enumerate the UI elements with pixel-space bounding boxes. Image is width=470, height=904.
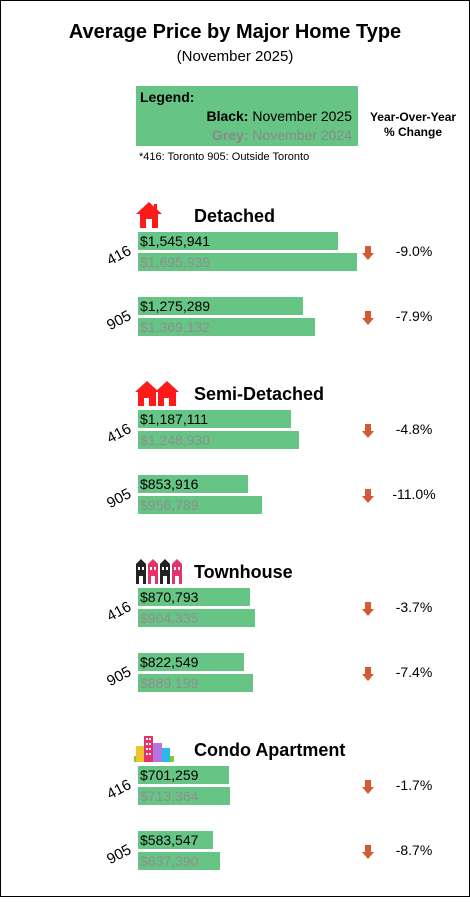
house-icon: [136, 202, 162, 228]
bar-current: $853,916: [138, 475, 248, 493]
region-label: 416: [104, 776, 135, 804]
bar-previous-label: $904,335: [140, 610, 199, 626]
bar-previous: $889,199: [138, 674, 253, 692]
section-title: Townhouse: [194, 562, 293, 582]
yoy-header-line1: Year-Over-Year: [369, 110, 457, 124]
chart-subtitle: (November 2025): [176, 48, 294, 65]
yoy-header-line2: % Change: [383, 125, 442, 139]
yoy-change-value: -3.7%: [395, 599, 433, 615]
region-row-905: 905 $822,549 $889,199 -7.4%: [0, 653, 470, 701]
down-arrow-icon: [362, 780, 374, 794]
region-label: 905: [104, 485, 135, 513]
bar-previous-label: $889,199: [140, 675, 199, 691]
region-row-905: 905 $853,916 $956,789 -11.0%: [0, 475, 470, 523]
bar-previous-label: $1,695,939: [140, 254, 211, 270]
bar-current: $701,259: [138, 766, 229, 784]
bar-current: $1,275,289: [138, 297, 303, 315]
yoy-change-value: -8.7%: [395, 842, 433, 858]
region-label: 905: [104, 307, 135, 335]
bar-current: $1,545,941: [138, 232, 338, 250]
bar-current-label: $1,187,111: [140, 411, 208, 427]
down-arrow-icon: [362, 845, 374, 859]
bar-previous-label: $1,369,132: [140, 319, 211, 335]
house-icon-wrapper: [134, 200, 184, 230]
bar-previous: $637,390: [138, 852, 220, 870]
bar-current: $822,549: [138, 653, 244, 671]
down-arrow-icon: [362, 311, 374, 325]
bar-current: $1,187,111: [138, 410, 291, 428]
legend-previous-value: November 2024: [252, 127, 352, 143]
bar-current: $870,793: [138, 588, 250, 606]
bar-current-label: $701,259: [140, 767, 199, 783]
region-label: 416: [104, 420, 135, 448]
region-label: 416: [104, 242, 135, 270]
legend-current-key: Black:: [206, 108, 249, 124]
bar-previous-label: $713,364: [140, 788, 199, 804]
yoy-change-value: -11.0%: [392, 486, 436, 502]
legend-current: Black: November 2025: [206, 108, 352, 124]
yoy-change-value: -7.9%: [395, 308, 433, 324]
region-row-416: 416 $870,793 $904,335 -3.7%: [0, 588, 470, 636]
bar-previous-label: $637,390: [140, 853, 199, 869]
section-title: Semi-Detached: [194, 384, 325, 404]
yoy-change-value: -1.7%: [395, 777, 433, 793]
townhouse-icon-wrapper: [134, 556, 184, 586]
bar-previous: $713,364: [138, 787, 230, 805]
section-title: Condo Apartment: [194, 740, 346, 760]
bar-previous-label: $956,789: [140, 497, 199, 513]
bar-current-label: $1,275,289: [140, 298, 211, 314]
bar-previous: $1,369,132: [138, 318, 315, 336]
section-semi-detached: Semi-Detached 416 $1,187,111 $1,248,930 -4.8…: [0, 378, 470, 548]
condo-icon-wrapper: [134, 734, 184, 764]
bar-current: $583,547: [138, 831, 213, 849]
legend-previous: Grey: November 2024: [212, 127, 352, 143]
region-row-905: 905 $583,547 $637,390 -8.7%: [0, 831, 470, 879]
bar-current-label: $853,916: [140, 476, 199, 492]
legend-box: Legend: Black: November 2025 Grey: Novem…: [136, 86, 358, 146]
semi-detached-icon-wrapper: [134, 378, 184, 408]
condo-icon: [134, 736, 174, 762]
bar-current-label: $870,793: [140, 589, 199, 605]
yoy-change-value: -4.8%: [395, 421, 433, 437]
legend-current-value: November 2025: [252, 108, 352, 124]
region-label: 905: [104, 663, 135, 691]
down-arrow-icon: [362, 489, 374, 503]
bar-current-label: $822,549: [140, 654, 199, 670]
bar-previous: $904,335: [138, 609, 255, 627]
down-arrow-icon: [362, 246, 374, 260]
bar-current-label: $583,547: [140, 832, 199, 848]
section-title: Detached: [194, 206, 276, 226]
region-note: *416: Toronto 905: Outside Toronto: [139, 151, 310, 163]
bar-current-label: $1,545,941: [140, 233, 211, 249]
region-row-905: 905 $1,275,289 $1,369,132 -7.9%: [0, 297, 470, 345]
yoy-change-value: -7.4%: [395, 664, 433, 680]
yoy-header: Year-Over-Year % Change: [360, 110, 466, 140]
down-arrow-icon: [362, 667, 374, 681]
semi-detached-icon: [135, 381, 179, 406]
townhouse-icon: [136, 559, 182, 584]
bar-previous: $1,248,930: [138, 431, 299, 449]
region-row-416: 416 $1,545,941 $1,695,939 -9.0%: [0, 232, 470, 280]
yoy-change-value: -9.0%: [395, 243, 433, 259]
legend-previous-key: Grey:: [211, 127, 249, 143]
chart-title: Average Price by Major Home Type: [68, 21, 402, 43]
region-label: 905: [104, 841, 135, 869]
region-row-416: 416 $1,187,111 $1,248,930 -4.8%: [0, 410, 470, 458]
region-row-416: 416 $701,259 $713,364 -1.7%: [0, 766, 470, 814]
section-townhouse: Townhouse 416 $870,793 $904,335 -3.7% 905 $822…: [0, 556, 470, 726]
down-arrow-icon: [362, 602, 374, 616]
bar-previous-label: $1,248,930: [140, 432, 211, 448]
legend-label: Legend:: [140, 89, 195, 105]
down-arrow-icon: [362, 424, 374, 438]
bar-previous: $956,789: [138, 496, 262, 514]
bar-previous: $1,695,939: [138, 253, 357, 271]
section-detached: Detached 416 $1,545,941 $1,695,939 -9.0% 905 $…: [0, 200, 470, 370]
section-condo-apartment: Condo Apartment 416 $701,259 $713,364 -1.7% 9…: [0, 734, 470, 904]
region-label: 416: [104, 598, 135, 626]
